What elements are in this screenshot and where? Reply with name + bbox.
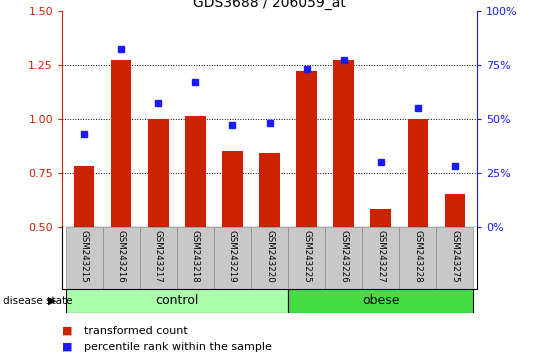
Text: transformed count: transformed count [84, 326, 187, 336]
Text: control: control [155, 295, 198, 307]
Bar [362, 227, 399, 289]
Text: GSM243219: GSM243219 [228, 230, 237, 282]
Bar [370, 209, 391, 227]
Title: GDS3688 / 206059_at: GDS3688 / 206059_at [193, 0, 346, 10]
Bar [259, 153, 280, 227]
Bar [288, 227, 325, 289]
Bar [288, 289, 473, 313]
Bar [74, 166, 94, 227]
Bar [140, 227, 177, 289]
Bar [325, 227, 362, 289]
Bar [436, 227, 473, 289]
Bar [66, 227, 103, 289]
Bar [66, 289, 288, 313]
Bar [222, 151, 243, 227]
Bar [407, 119, 428, 227]
Text: GSM243275: GSM243275 [450, 230, 459, 282]
Text: GSM243226: GSM243226 [339, 230, 348, 282]
Text: ■: ■ [62, 342, 72, 352]
Text: ▶: ▶ [48, 296, 57, 306]
Bar [445, 194, 465, 227]
Bar [399, 227, 436, 289]
Bar [185, 116, 205, 227]
Bar [111, 60, 132, 227]
Text: GSM243216: GSM243216 [117, 230, 126, 282]
Text: GSM243220: GSM243220 [265, 230, 274, 282]
Text: GSM243215: GSM243215 [80, 230, 89, 282]
Text: percentile rank within the sample: percentile rank within the sample [84, 342, 272, 352]
Text: ■: ■ [62, 326, 72, 336]
Bar [103, 227, 140, 289]
Bar [177, 227, 214, 289]
Text: obese: obese [362, 295, 399, 307]
Bar [334, 60, 354, 227]
Text: GSM243217: GSM243217 [154, 230, 163, 282]
Bar [251, 227, 288, 289]
Text: disease state: disease state [3, 296, 72, 306]
Bar [214, 227, 251, 289]
Bar [148, 119, 169, 227]
Bar [296, 71, 317, 227]
Text: GSM243227: GSM243227 [376, 230, 385, 282]
Text: GSM243228: GSM243228 [413, 230, 422, 282]
Text: GSM243218: GSM243218 [191, 230, 200, 282]
Text: GSM243225: GSM243225 [302, 230, 311, 282]
